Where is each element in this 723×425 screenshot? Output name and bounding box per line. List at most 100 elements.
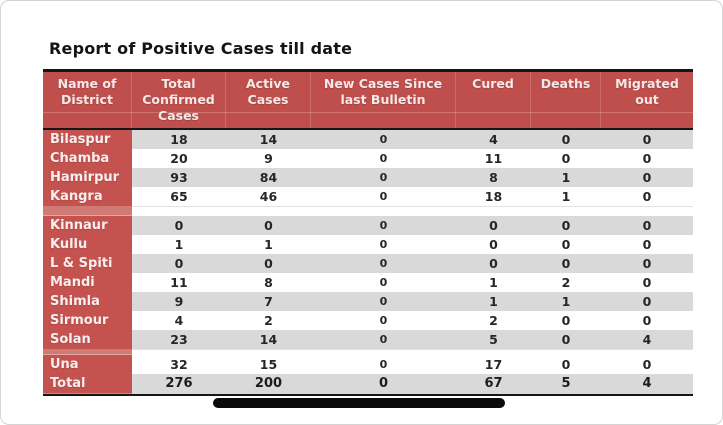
district-name-cell: Kinnaur bbox=[43, 216, 132, 236]
cell-cured: 1 bbox=[456, 273, 531, 293]
cell-deaths: 1 bbox=[531, 187, 601, 207]
cell-active: 0 bbox=[226, 216, 311, 236]
group-spacer-name-column bbox=[43, 206, 132, 216]
cell-cured: 17 bbox=[456, 355, 531, 375]
group-spacer-body bbox=[132, 349, 693, 355]
cell-migrated_out: 0 bbox=[601, 216, 693, 236]
cell-total_confirmed: 9 bbox=[132, 292, 226, 312]
table-row-l-spiti: L & Spiti 0 0 0 0 0 0 bbox=[43, 254, 693, 274]
cell-total_confirmed: 93 bbox=[132, 168, 226, 188]
cell-deaths: 0 bbox=[531, 330, 601, 350]
cell-deaths: 1 bbox=[531, 168, 601, 188]
cell-deaths: 0 bbox=[531, 311, 601, 331]
district-name-cell: Hamirpur bbox=[43, 168, 132, 188]
table-row-una: Una 32 15 0 17 0 0 bbox=[43, 355, 693, 375]
cell-new_cases_since_last_bulletin: 0 bbox=[311, 355, 456, 375]
cell-migrated_out: 0 bbox=[601, 149, 693, 169]
cell-total_confirmed: 23 bbox=[132, 330, 226, 350]
cell-migrated_out: 0 bbox=[601, 292, 693, 312]
cell-new_cases_since_last_bulletin: 0 bbox=[311, 273, 456, 293]
cell-deaths: 0 bbox=[531, 149, 601, 169]
cell-total_confirmed: 276 bbox=[132, 374, 226, 394]
cell-migrated_out: 0 bbox=[601, 130, 693, 150]
district-name-cell: Sirmour bbox=[43, 311, 132, 331]
table-body: Bilaspur 18 14 0 4 0 0 Chamba 20 9 0 11 0 0 Hamirpur 93… bbox=[43, 130, 693, 394]
table-row-shimla: Shimla 9 7 0 1 1 0 bbox=[43, 292, 693, 312]
cell-active: 7 bbox=[226, 292, 311, 312]
cell-active: 14 bbox=[226, 330, 311, 350]
table-row-kullu: Kullu 1 1 0 0 0 0 bbox=[43, 235, 693, 255]
group-spacer bbox=[43, 206, 693, 216]
district-name-cell: Mandi bbox=[43, 273, 132, 293]
column-header-migrated_out: Migrated out bbox=[615, 76, 679, 107]
table-row-total: Total 276 200 0 67 5 4 bbox=[43, 374, 693, 394]
table-row-mandi: Mandi 11 8 0 1 2 0 bbox=[43, 273, 693, 293]
cell-migrated_out: 0 bbox=[601, 168, 693, 188]
cell-new_cases_since_last_bulletin: 0 bbox=[311, 187, 456, 207]
cell-deaths: 5 bbox=[531, 374, 601, 394]
district-name-cell: Total bbox=[43, 374, 132, 394]
cell-migrated_out: 0 bbox=[601, 355, 693, 375]
cell-total_confirmed: 4 bbox=[132, 311, 226, 331]
page-title: Report of Positive Cases till date bbox=[49, 39, 353, 58]
cell-new_cases_since_last_bulletin: 0 bbox=[311, 311, 456, 331]
cell-cured: 0 bbox=[456, 216, 531, 236]
cell-migrated_out: 0 bbox=[601, 311, 693, 331]
table-row-solan: Solan 23 14 0 5 0 4 bbox=[43, 330, 693, 350]
cell-total_confirmed: 0 bbox=[132, 254, 226, 274]
cell-cured: 2 bbox=[456, 311, 531, 331]
cell-active: 2 bbox=[226, 311, 311, 331]
cell-total_confirmed: 32 bbox=[132, 355, 226, 375]
cell-active: 14 bbox=[226, 130, 311, 150]
cell-total_confirmed: 18 bbox=[132, 130, 226, 150]
district-name-cell: Bilaspur bbox=[43, 130, 132, 150]
cell-migrated_out: 0 bbox=[601, 187, 693, 207]
table-row-hamirpur: Hamirpur 93 84 0 8 1 0 bbox=[43, 168, 693, 188]
cell-cured: 67 bbox=[456, 374, 531, 394]
cell-cured: 18 bbox=[456, 187, 531, 207]
cell-migrated_out: 4 bbox=[601, 374, 693, 394]
cell-active: 84 bbox=[226, 168, 311, 188]
table-row-chamba: Chamba 20 9 0 11 0 0 bbox=[43, 149, 693, 169]
cell-cured: 4 bbox=[456, 130, 531, 150]
cell-new_cases_since_last_bulletin: 0 bbox=[311, 168, 456, 188]
cell-migrated_out: 0 bbox=[601, 235, 693, 255]
group-spacer-name-column bbox=[43, 349, 132, 355]
column-header-active: Active Cases bbox=[226, 72, 311, 128]
column-header-district: Name of District bbox=[43, 72, 132, 128]
group-spacer bbox=[43, 349, 693, 355]
cell-new_cases_since_last_bulletin: 0 bbox=[311, 292, 456, 312]
cell-total_confirmed: 11 bbox=[132, 273, 226, 293]
cell-active: 200 bbox=[226, 374, 311, 394]
district-name-cell: Kullu bbox=[43, 235, 132, 255]
table-row-bilaspur: Bilaspur 18 14 0 4 0 0 bbox=[43, 130, 693, 150]
cell-deaths: 0 bbox=[531, 355, 601, 375]
cell-active: 9 bbox=[226, 149, 311, 169]
column-header-new_cases_since_last_bulletin: New Cases Since last Bulletin bbox=[311, 72, 456, 128]
district-name-cell: Solan bbox=[43, 330, 132, 350]
cell-cured: 5 bbox=[456, 330, 531, 350]
cell-total_confirmed: 1 bbox=[132, 235, 226, 255]
cell-deaths: 0 bbox=[531, 130, 601, 150]
cell-migrated_out: 0 bbox=[601, 254, 693, 274]
cell-deaths: 0 bbox=[531, 235, 601, 255]
cell-cured: 0 bbox=[456, 254, 531, 274]
cell-active: 8 bbox=[226, 273, 311, 293]
cell-new_cases_since_last_bulletin: 0 bbox=[311, 130, 456, 150]
column-header-deaths: Deaths bbox=[531, 72, 601, 128]
table-header-row: Name of District Total Confirmed Cases Act… bbox=[43, 72, 693, 130]
bottom-black-bar bbox=[213, 398, 505, 408]
cell-active: 0 bbox=[226, 254, 311, 274]
district-name-cell: Kangra bbox=[43, 187, 132, 207]
cell-new_cases_since_last_bulletin: 0 bbox=[311, 254, 456, 274]
cell-total_confirmed: 0 bbox=[132, 216, 226, 236]
cell-total_confirmed: 20 bbox=[132, 149, 226, 169]
group-spacer-body bbox=[132, 206, 693, 216]
cell-total_confirmed: 65 bbox=[132, 187, 226, 207]
positive-cases-table: Name of District Total Confirmed Cases Act… bbox=[43, 69, 693, 396]
cell-new_cases_since_last_bulletin: 0 bbox=[311, 235, 456, 255]
cell-new_cases_since_last_bulletin: 0 bbox=[311, 216, 456, 236]
cell-deaths: 1 bbox=[531, 292, 601, 312]
column-header-cured: Cured bbox=[456, 72, 531, 128]
